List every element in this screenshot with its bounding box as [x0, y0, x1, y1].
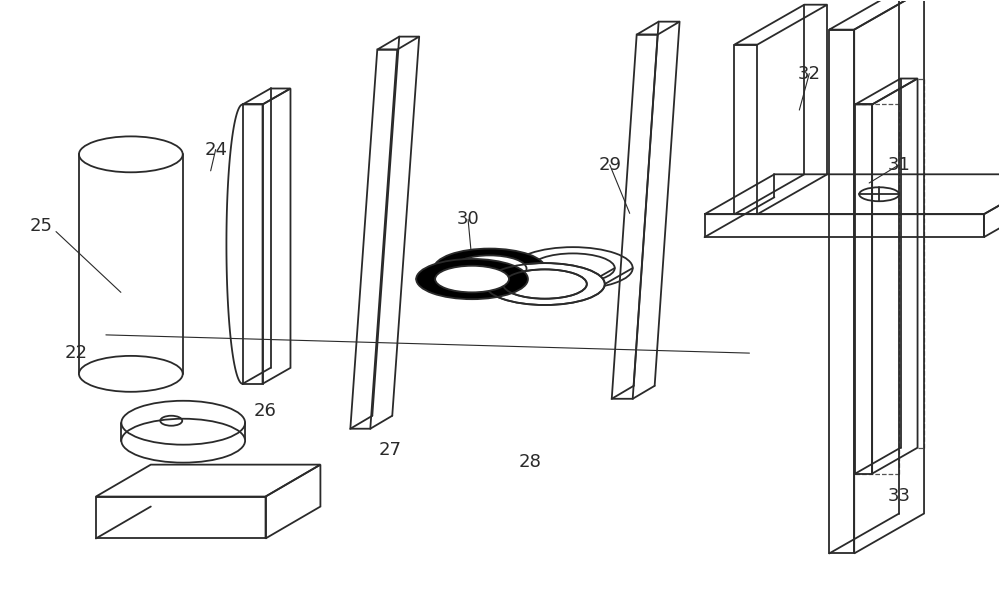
Ellipse shape	[485, 263, 605, 305]
Text: 28: 28	[518, 454, 541, 471]
Text: 33: 33	[888, 487, 911, 505]
Text: 31: 31	[888, 156, 911, 174]
Text: 29: 29	[598, 156, 621, 174]
Text: 32: 32	[798, 65, 821, 83]
Text: 24: 24	[204, 141, 227, 158]
Text: 30: 30	[457, 211, 479, 228]
Ellipse shape	[79, 356, 183, 392]
Ellipse shape	[453, 255, 527, 282]
Text: 22: 22	[64, 344, 87, 362]
Text: 26: 26	[254, 402, 277, 420]
Ellipse shape	[121, 419, 245, 463]
Ellipse shape	[434, 248, 545, 289]
Ellipse shape	[435, 266, 509, 292]
Ellipse shape	[416, 259, 528, 299]
Text: 25: 25	[30, 217, 53, 234]
Ellipse shape	[503, 269, 587, 298]
Text: 27: 27	[379, 442, 402, 459]
